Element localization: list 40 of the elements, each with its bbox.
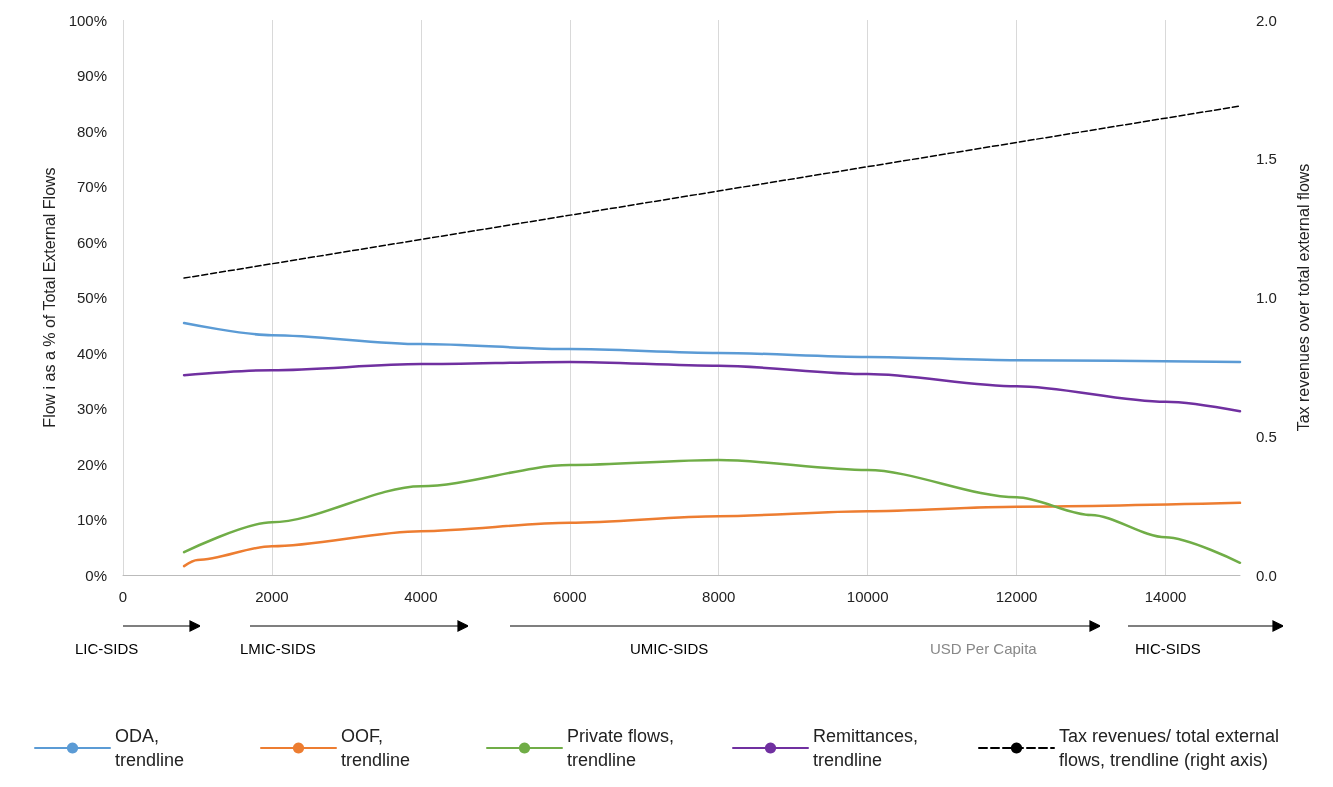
x-tick-label: 6000: [553, 588, 587, 605]
text: LMIC-SIDS: [240, 640, 316, 657]
y-tick-label: 20%: [76, 455, 107, 473]
x-tick-label: 14000: [1144, 588, 1187, 605]
y2-tick-label: 0.0: [1256, 566, 1277, 584]
legend-label: ODA, trendline: [115, 726, 185, 770]
y-tick-label: 0%: [85, 566, 107, 584]
y-tick-label: 90%: [76, 67, 107, 84]
y-tick-label: 100%: [68, 11, 107, 29]
x-tick-label: 8000: [702, 588, 736, 605]
y-tick-label: 10%: [76, 511, 107, 528]
line-series: [182, 360, 1242, 413]
legend-label: Tax revenues/ total external flows, trendline (right axis): [1059, 726, 1285, 770]
legend-label: Private flows, trendline: [567, 726, 680, 770]
text: UMIC-SIDS: [630, 640, 709, 657]
y-tick-label: 30%: [76, 400, 107, 417]
y-tick-label: 70%: [76, 178, 107, 195]
legend-label: Remittances, trendline: [813, 726, 924, 770]
line-series: [182, 321, 1242, 364]
y2-tick-label: 1.0: [1256, 289, 1277, 306]
x-tick-label: 10000: [846, 588, 889, 605]
text: USD Per Capita: [930, 640, 1037, 657]
y2-tick-label: 1.5: [1256, 150, 1277, 168]
y-tick-label: 50%: [76, 289, 107, 306]
legend-label: OOF, trendline: [341, 726, 411, 770]
y-tick-label: 40%: [76, 344, 107, 362]
x-tick-label: 2000: [255, 588, 289, 605]
x-tick-label: 0: [118, 588, 128, 605]
text: LIC-SIDS: [75, 640, 139, 657]
x-tick-label: 4000: [404, 588, 438, 605]
y-tick-label: 80%: [76, 122, 107, 140]
y2-axis-title: Tax revenues over total external flows: [1294, 163, 1312, 432]
x-tick-label: 12000: [995, 588, 1038, 605]
text: HIC-SIDS: [1135, 640, 1201, 657]
line-series: [182, 458, 1242, 565]
y-axis-title: Flow i as a % of Total External Flows: [41, 167, 59, 428]
y2-tick-label: 2.0: [1256, 11, 1277, 29]
y-tick-label: 60%: [76, 233, 107, 251]
line-series: [182, 501, 1242, 568]
y2-tick-label: 0.5: [1256, 427, 1277, 445]
